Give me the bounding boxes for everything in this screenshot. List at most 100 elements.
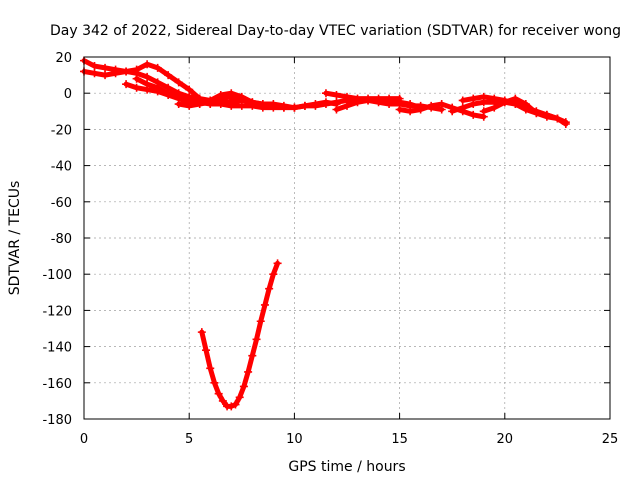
data-point — [122, 80, 131, 89]
y-tick-label: -160 — [42, 377, 72, 392]
x-tick-label: 20 — [497, 432, 514, 447]
data-point — [153, 83, 162, 92]
data-point — [479, 92, 488, 101]
data-point — [216, 91, 225, 100]
tick-layer: 20 0 -20 -40 -60 -80 -100 -120 -140 -160 -180 0 5 10 1… — [42, 51, 618, 447]
y-tick-label: -80 — [51, 232, 72, 247]
data-point — [511, 94, 520, 103]
data-point — [260, 300, 269, 309]
data-point — [279, 103, 288, 112]
y-tick-label: -140 — [42, 341, 72, 356]
data-point — [269, 101, 278, 110]
data-point — [256, 317, 265, 326]
x-axis-label: GPS time / hours — [288, 459, 405, 475]
data-point — [490, 94, 499, 103]
data-point — [343, 101, 351, 110]
data-point — [469, 94, 478, 103]
chart-title: Day 342 of 2022, Sidereal Day-to-day VTE… — [50, 23, 621, 39]
data-point — [143, 72, 152, 81]
data-point — [239, 382, 248, 391]
series-arc6 — [227, 94, 288, 112]
data-point — [553, 114, 562, 123]
data-point — [406, 107, 415, 116]
data-point — [248, 351, 257, 360]
y-tick-label: 20 — [55, 51, 72, 66]
data-point — [227, 101, 236, 110]
y-tick-label: -180 — [42, 413, 72, 428]
data-point — [273, 259, 282, 268]
data-point — [458, 96, 467, 105]
data-point — [458, 103, 467, 112]
data-point — [311, 101, 320, 110]
data-point — [231, 400, 240, 409]
data-point — [206, 96, 215, 105]
data-point — [122, 67, 131, 76]
data-layer — [80, 56, 570, 411]
y-tick-label: -20 — [51, 123, 72, 138]
data-point — [532, 109, 541, 118]
data-point — [437, 100, 446, 109]
data-point — [521, 100, 530, 109]
data-point — [258, 100, 267, 109]
data-point — [227, 402, 236, 411]
data-point — [237, 96, 246, 105]
data-point — [374, 96, 383, 105]
series-arc2 — [80, 60, 215, 109]
data-point — [174, 100, 183, 109]
series-arc13 — [479, 94, 570, 127]
data-point — [218, 396, 227, 405]
data-point — [561, 118, 570, 127]
x-tick-label: 25 — [602, 432, 619, 447]
series-line — [134, 76, 297, 111]
data-point — [101, 71, 110, 80]
data-point — [321, 100, 330, 109]
x-tick-label: 5 — [185, 432, 193, 447]
data-point — [265, 284, 274, 293]
data-point — [174, 92, 183, 101]
data-point — [406, 100, 415, 109]
data-point — [364, 96, 373, 105]
data-point — [395, 98, 404, 107]
data-point — [132, 74, 141, 83]
y-tick-label: -120 — [42, 304, 72, 319]
y-tick-label: -60 — [51, 196, 72, 211]
data-point — [143, 60, 152, 69]
data-point — [332, 91, 341, 100]
y-axis-label: SDTVAR / TECUs — [7, 181, 23, 296]
data-point — [469, 110, 478, 119]
data-point — [143, 80, 152, 89]
data-point — [321, 89, 330, 98]
x-tick-label: 0 — [80, 432, 88, 447]
data-point — [216, 100, 225, 109]
data-point — [385, 96, 394, 105]
data-point — [235, 393, 244, 402]
data-point — [542, 112, 551, 121]
data-point — [206, 364, 215, 373]
x-tick-label: 10 — [286, 432, 303, 447]
data-point — [101, 63, 110, 72]
data-point — [290, 103, 299, 112]
data-point — [132, 65, 141, 74]
y-tick-label: 0 — [64, 87, 72, 102]
data-point — [185, 101, 194, 110]
data-point — [174, 78, 183, 87]
data-point — [90, 62, 99, 71]
data-point — [210, 378, 219, 387]
grid-layer — [84, 57, 610, 419]
data-point — [248, 98, 257, 107]
y-tick-label: -100 — [42, 268, 72, 283]
data-point — [269, 270, 278, 279]
data-point — [490, 103, 499, 112]
data-point — [300, 101, 309, 110]
data-point — [332, 105, 341, 114]
data-point — [479, 107, 488, 116]
data-point — [214, 389, 223, 398]
data-point — [164, 71, 173, 80]
data-point — [244, 367, 253, 376]
data-point — [353, 98, 362, 107]
series-line — [199, 260, 281, 409]
data-point — [416, 105, 425, 114]
data-point — [111, 69, 120, 78]
data-point — [227, 94, 236, 103]
